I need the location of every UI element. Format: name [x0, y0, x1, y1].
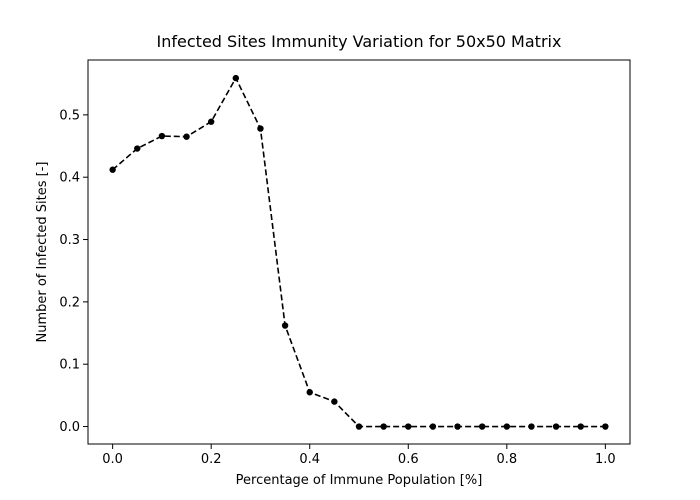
data-point [429, 423, 437, 430]
y-tick-label: 0.0 [59, 420, 80, 435]
data-point [257, 125, 264, 132]
y-axis-label: Number of Infected Sites [-] [35, 162, 50, 343]
x-tick-label: 0.0 [102, 452, 123, 467]
data-point [232, 74, 240, 82]
y-tick-label: 0.3 [59, 233, 80, 248]
data-point [355, 423, 363, 430]
data-point [577, 423, 584, 430]
data-point [331, 398, 338, 405]
x-tick-label: 1.0 [595, 452, 616, 467]
data-point [281, 322, 289, 329]
plot-area [109, 74, 609, 430]
x-tick-label: 0.6 [398, 452, 419, 467]
plot-frame [87, 59, 631, 445]
y-tick-label: 0.1 [59, 358, 80, 373]
data-point [405, 423, 412, 430]
data-point [454, 423, 461, 430]
x-tick-label: 0.4 [299, 452, 320, 467]
data-point [528, 423, 535, 430]
data-point [306, 389, 313, 396]
data-point [207, 118, 215, 125]
data-point [552, 423, 560, 430]
x-tick-label: 0.8 [496, 452, 517, 467]
data-point [109, 166, 116, 173]
data-point [380, 423, 387, 430]
x-axis-label: Percentage of Immune Population [%] [236, 473, 483, 488]
data-point [183, 133, 190, 140]
y-tick-label: 0.5 [59, 108, 80, 123]
data-point [503, 423, 511, 430]
data-point [602, 423, 609, 430]
data-point [158, 132, 166, 140]
y-tick-label: 0.4 [59, 171, 80, 186]
x-tick-label: 0.2 [201, 452, 222, 467]
axes: 0.0 0.2 0.4 0.6 0.8 1.0 0.0 0.1 0.2 0.3 0.4 0.5 [59, 108, 615, 467]
y-tick-label: 0.2 [59, 295, 80, 310]
chart-title: Infected Sites Immunity Variation for 50… [157, 32, 562, 51]
data-point [134, 145, 141, 152]
data-point [478, 423, 486, 430]
